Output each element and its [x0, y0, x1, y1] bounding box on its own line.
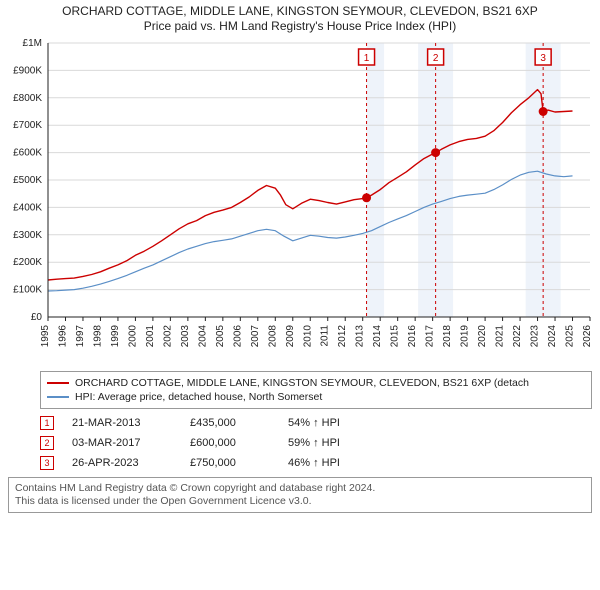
svg-text:£400K: £400K: [13, 202, 42, 213]
sale-price: £750,000: [190, 457, 270, 469]
svg-text:2010: 2010: [302, 325, 313, 348]
svg-text:1996: 1996: [57, 325, 68, 348]
svg-text:2016: 2016: [407, 325, 418, 348]
svg-text:£300K: £300K: [13, 230, 42, 241]
svg-text:2003: 2003: [180, 325, 191, 348]
legend-label: HPI: Average price, detached house, Nort…: [75, 391, 322, 403]
svg-text:2002: 2002: [162, 325, 173, 348]
svg-text:2013: 2013: [355, 325, 366, 348]
svg-text:2020: 2020: [477, 325, 488, 348]
svg-text:1995: 1995: [40, 325, 51, 348]
legend-item: HPI: Average price, detached house, Nort…: [47, 390, 585, 404]
svg-text:2019: 2019: [460, 325, 471, 348]
svg-text:£700K: £700K: [13, 120, 42, 131]
svg-text:1998: 1998: [92, 325, 103, 348]
chart-title: ORCHARD COTTAGE, MIDDLE LANE, KINGSTON S…: [8, 4, 592, 18]
svg-text:£200K: £200K: [13, 257, 42, 268]
chart-subtitle: Price paid vs. HM Land Registry's House …: [8, 19, 592, 33]
svg-text:1997: 1997: [75, 325, 86, 348]
svg-text:2017: 2017: [425, 325, 436, 348]
svg-text:2025: 2025: [565, 325, 576, 348]
svg-text:£800K: £800K: [13, 93, 42, 104]
svg-text:2023: 2023: [530, 325, 541, 348]
legend-item: ORCHARD COTTAGE, MIDDLE LANE, KINGSTON S…: [47, 376, 585, 390]
svg-text:2012: 2012: [337, 325, 348, 348]
legend: ORCHARD COTTAGE, MIDDLE LANE, KINGSTON S…: [40, 371, 592, 409]
svg-text:1: 1: [364, 53, 370, 64]
svg-text:2018: 2018: [442, 325, 453, 348]
sale-row: 2 03-MAR-2017 £600,000 59% ↑ HPI: [40, 433, 592, 453]
sale-badge: 2: [40, 436, 54, 450]
svg-text:2022: 2022: [512, 325, 523, 348]
svg-text:3: 3: [540, 53, 546, 64]
svg-text:2014: 2014: [372, 325, 383, 348]
svg-text:2008: 2008: [267, 325, 278, 348]
sale-badge: 1: [40, 416, 54, 430]
sale-row: 3 26-APR-2023 £750,000 46% ↑ HPI: [40, 453, 592, 473]
sale-date: 21-MAR-2013: [72, 417, 172, 429]
svg-text:£0: £0: [31, 312, 43, 323]
svg-text:2026: 2026: [582, 325, 593, 348]
footer-line-1: Contains HM Land Registry data © Crown c…: [15, 482, 585, 495]
svg-text:2021: 2021: [495, 325, 506, 348]
line-chart: £0 £100K £200K £300K £400K £500K £600K £700K £80…: [0, 35, 600, 365]
svg-text:£100K: £100K: [13, 285, 42, 296]
sale-date: 03-MAR-2017: [72, 437, 172, 449]
svg-text:2005: 2005: [215, 325, 226, 348]
svg-text:2: 2: [433, 53, 439, 64]
svg-text:£900K: £900K: [13, 65, 42, 76]
svg-text:2001: 2001: [145, 325, 156, 348]
svg-text:2006: 2006: [232, 325, 243, 348]
footer-line-2: This data is licensed under the Open Gov…: [15, 495, 585, 508]
svg-text:1999: 1999: [110, 325, 121, 348]
sale-price: £435,000: [190, 417, 270, 429]
svg-text:2011: 2011: [320, 325, 331, 347]
sale-hpi: 54% ↑ HPI: [288, 417, 378, 429]
sale-badge: 3: [40, 456, 54, 470]
svg-text:2000: 2000: [127, 325, 138, 348]
svg-text:2009: 2009: [285, 325, 296, 348]
svg-text:£500K: £500K: [13, 175, 42, 186]
svg-text:2015: 2015: [390, 325, 401, 348]
legend-swatch: [47, 396, 69, 398]
legend-swatch: [47, 382, 69, 384]
sale-hpi: 59% ↑ HPI: [288, 437, 378, 449]
svg-text:2004: 2004: [197, 325, 208, 348]
title-block: ORCHARD COTTAGE, MIDDLE LANE, KINGSTON S…: [0, 0, 600, 35]
svg-text:2007: 2007: [250, 325, 261, 348]
sale-date: 26-APR-2023: [72, 457, 172, 469]
container: ORCHARD COTTAGE, MIDDLE LANE, KINGSTON S…: [0, 0, 600, 513]
sales-table: 1 21-MAR-2013 £435,000 54% ↑ HPI 2 03-MAR-201…: [40, 413, 592, 473]
attribution-footer: Contains HM Land Registry data © Crown c…: [8, 477, 592, 513]
sale-hpi: 46% ↑ HPI: [288, 457, 378, 469]
sale-row: 1 21-MAR-2013 £435,000 54% ↑ HPI: [40, 413, 592, 433]
svg-text:£600K: £600K: [13, 148, 42, 159]
svg-text:£1M: £1M: [23, 38, 42, 49]
svg-text:2024: 2024: [547, 325, 558, 348]
chart-area: £0 £100K £200K £300K £400K £500K £600K £700K £80…: [0, 35, 600, 365]
legend-label: ORCHARD COTTAGE, MIDDLE LANE, KINGSTON S…: [75, 377, 529, 389]
sale-price: £600,000: [190, 437, 270, 449]
